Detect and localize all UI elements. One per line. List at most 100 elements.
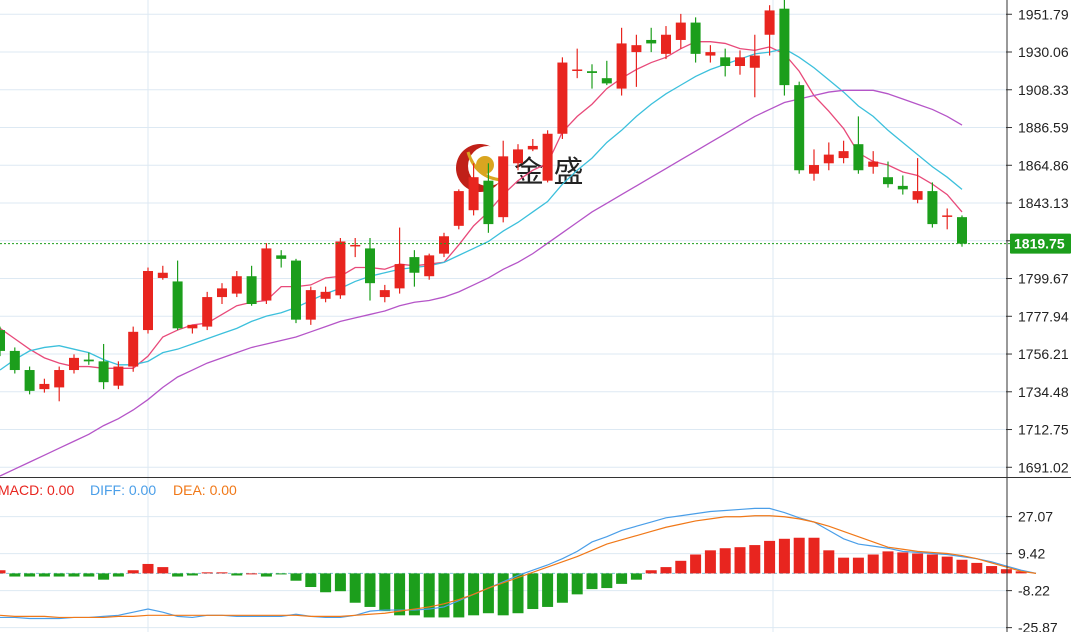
macd-histogram-bar xyxy=(408,573,420,616)
price-tick-label: 1886.59 xyxy=(1018,120,1069,136)
candle-body xyxy=(764,10,775,35)
candle-body xyxy=(675,22,686,40)
candle-body xyxy=(897,185,908,190)
macd-histogram-bar xyxy=(142,563,154,574)
candle-body xyxy=(794,85,805,171)
candle-body xyxy=(823,154,834,164)
price-tick-label: 1843.13 xyxy=(1018,195,1069,211)
candle-body xyxy=(409,257,420,273)
price-tick-label: 1864.86 xyxy=(1018,157,1069,173)
macd-histogram-bar xyxy=(127,570,139,574)
candle-body xyxy=(231,276,242,294)
macd-histogram-bar xyxy=(838,557,850,574)
current-price-marker: 1819.75 xyxy=(0,233,1071,254)
price-tick-label: 1712.75 xyxy=(1018,422,1069,438)
macd-histogram-bar xyxy=(749,545,761,574)
candle-body xyxy=(572,69,583,71)
macd-histogram-bar xyxy=(9,573,21,577)
macd-histogram-bar xyxy=(24,573,36,577)
candle-body xyxy=(868,161,879,167)
macd-histogram-bar xyxy=(704,550,716,574)
candle-body xyxy=(261,248,272,301)
candle-body xyxy=(335,241,346,296)
candle-body xyxy=(735,57,745,67)
candle-body xyxy=(217,288,227,298)
candle-body xyxy=(143,271,153,331)
candle-body xyxy=(646,39,657,44)
macd-histogram-bar xyxy=(68,573,80,577)
macd-histogram-bar xyxy=(1000,569,1012,574)
candle-body xyxy=(927,191,938,225)
macd-histogram-bar xyxy=(897,552,909,574)
macd-histogram-bar xyxy=(497,573,509,616)
candle-body xyxy=(0,330,5,351)
macd-histogram-bar xyxy=(364,573,376,607)
candle-body xyxy=(379,290,390,298)
moving-average-lines xyxy=(0,41,963,477)
macd-histogram-bar xyxy=(112,573,124,577)
candle-body xyxy=(587,71,597,73)
macd-histogram-bar xyxy=(38,573,50,577)
candle-body xyxy=(172,281,183,329)
macd-histogram-bar xyxy=(926,554,938,574)
macd-histogram-bar xyxy=(246,573,258,575)
candle-body xyxy=(883,177,893,185)
candle-body xyxy=(157,272,168,278)
candle-body xyxy=(453,191,464,226)
macd-histogram-bar xyxy=(852,557,864,574)
candle-body xyxy=(54,370,65,388)
current-price-tag xyxy=(1010,233,1071,254)
candle-body xyxy=(320,291,331,299)
candle-body xyxy=(128,331,139,367)
macd-histogram-bar xyxy=(778,538,790,574)
macd-histogram-bar xyxy=(438,573,450,618)
candle-body xyxy=(557,62,568,134)
macd-histogram-bar xyxy=(793,537,805,574)
candle-body xyxy=(661,34,671,54)
candle-body xyxy=(527,145,538,150)
ma-line-ma10 xyxy=(0,47,963,371)
macd-histogram-bar xyxy=(645,570,657,574)
price-tick-label: 1756.21 xyxy=(1018,346,1069,362)
macd-histogram-bar xyxy=(157,567,169,574)
legend-diff: DIFF: 0.00 xyxy=(90,482,156,498)
macd-histogram-bar xyxy=(394,573,406,616)
candle-body xyxy=(957,217,967,244)
candle-body xyxy=(779,8,790,86)
macd-histogram-bar xyxy=(675,560,687,574)
legend-dea: DEA: 0.00 xyxy=(173,482,237,498)
price-tick-label: 1930.06 xyxy=(1018,44,1069,60)
macd-histogram-bar xyxy=(586,573,598,590)
price-tick-label: 1908.33 xyxy=(1018,82,1069,98)
macd-histogram-bar xyxy=(320,573,332,593)
macd-histogram-bar xyxy=(231,573,243,576)
macd-histogram-bar xyxy=(305,573,317,588)
macd-histogram-bar xyxy=(823,550,835,574)
macd-histogram-bar xyxy=(53,573,65,577)
candle-body xyxy=(202,297,213,327)
candle-body xyxy=(483,180,494,225)
macd-histogram-bar xyxy=(423,573,435,618)
macd-histogram-bar xyxy=(941,556,953,574)
candle-body xyxy=(942,215,953,217)
candle-body xyxy=(838,151,849,159)
macd-tick-label: -8.22 xyxy=(1018,583,1050,599)
macd-histogram-bar xyxy=(527,573,539,610)
macd-tick-label: 9.42 xyxy=(1018,546,1045,562)
macd-histogram-bar xyxy=(601,573,613,589)
macd-histogram-bar xyxy=(808,537,820,574)
candle-body xyxy=(113,366,124,386)
macd-histogram-bar xyxy=(719,548,731,574)
candle-body xyxy=(39,383,50,390)
candle-body xyxy=(616,43,627,89)
ma-line-ma5 xyxy=(0,41,963,369)
macd-histogram-bar xyxy=(172,573,184,577)
candle-body xyxy=(513,149,523,164)
macd-histogram-bar xyxy=(83,573,95,577)
price-tick-label: 1691.02 xyxy=(1018,459,1069,475)
candle-body xyxy=(912,191,923,200)
candle-body xyxy=(24,370,35,391)
macd-histogram-bar xyxy=(986,566,998,574)
macd-histogram-bar xyxy=(334,573,346,592)
macd-histogram-bar xyxy=(0,570,6,574)
